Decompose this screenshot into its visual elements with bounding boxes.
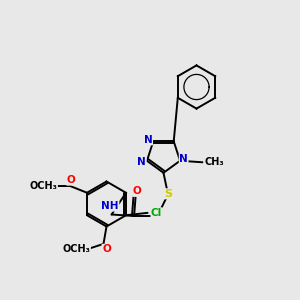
Text: O: O (67, 175, 76, 185)
Text: NH: NH (101, 201, 119, 211)
Text: OCH₃: OCH₃ (63, 244, 90, 254)
Text: OCH₃: OCH₃ (30, 181, 58, 191)
Text: CH₃: CH₃ (204, 157, 224, 167)
Text: O: O (102, 244, 111, 254)
Text: O: O (133, 186, 142, 197)
Text: Cl: Cl (151, 208, 162, 218)
Text: N: N (144, 135, 152, 145)
Text: N: N (179, 154, 188, 164)
Text: N: N (137, 157, 146, 167)
Text: S: S (164, 189, 172, 199)
